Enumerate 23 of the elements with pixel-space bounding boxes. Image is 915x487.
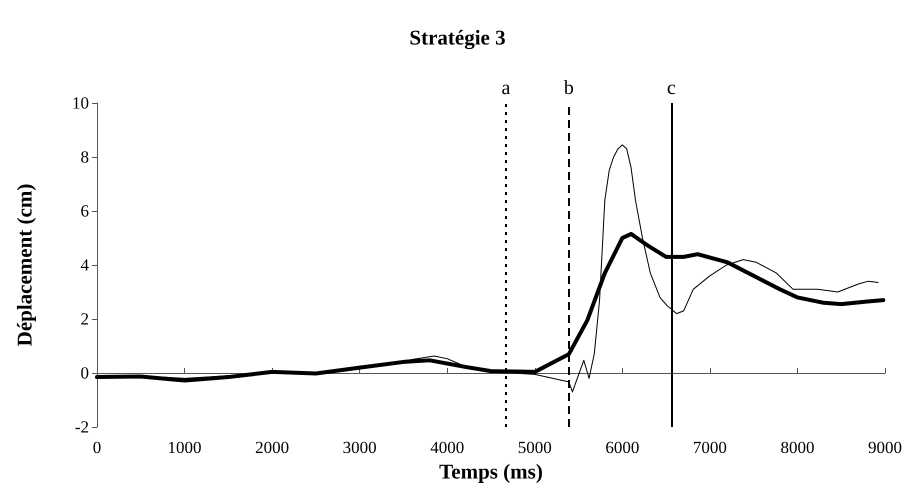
x-tick-label: 0 [92,438,102,457]
y-tick-label: 8 [80,148,89,166]
y-tick-label: 2 [80,310,89,328]
ref-line-label: b [564,77,574,99]
y-tick-label: 4 [80,256,90,274]
chart-title: Stratégie 3 [409,26,506,50]
ref-line-label: c [666,77,676,99]
x-tick-label: 3000 [342,438,377,457]
x-tick-label: 4000 [430,438,464,457]
x-tick-label: 9000 [868,438,902,457]
x-tick-label: 6000 [605,438,640,457]
x-tick-label: 1000 [168,438,202,457]
x-tick-label: 7000 [692,438,727,457]
x-axis-title: Temps (ms) [439,459,543,484]
y-tick-label: -2 [74,418,89,436]
x-tick-label: 8000 [780,438,814,457]
y-tick-label: 10 [72,94,89,112]
y-tick-label: 6 [80,202,89,220]
y-axis-title: Déplacement (cm) [12,184,36,346]
x-tick-label: 2000 [255,438,290,457]
ref-line-label: a [501,77,510,99]
x-tick-label: 5000 [518,438,552,457]
y-tick-label: 0 [80,364,89,382]
